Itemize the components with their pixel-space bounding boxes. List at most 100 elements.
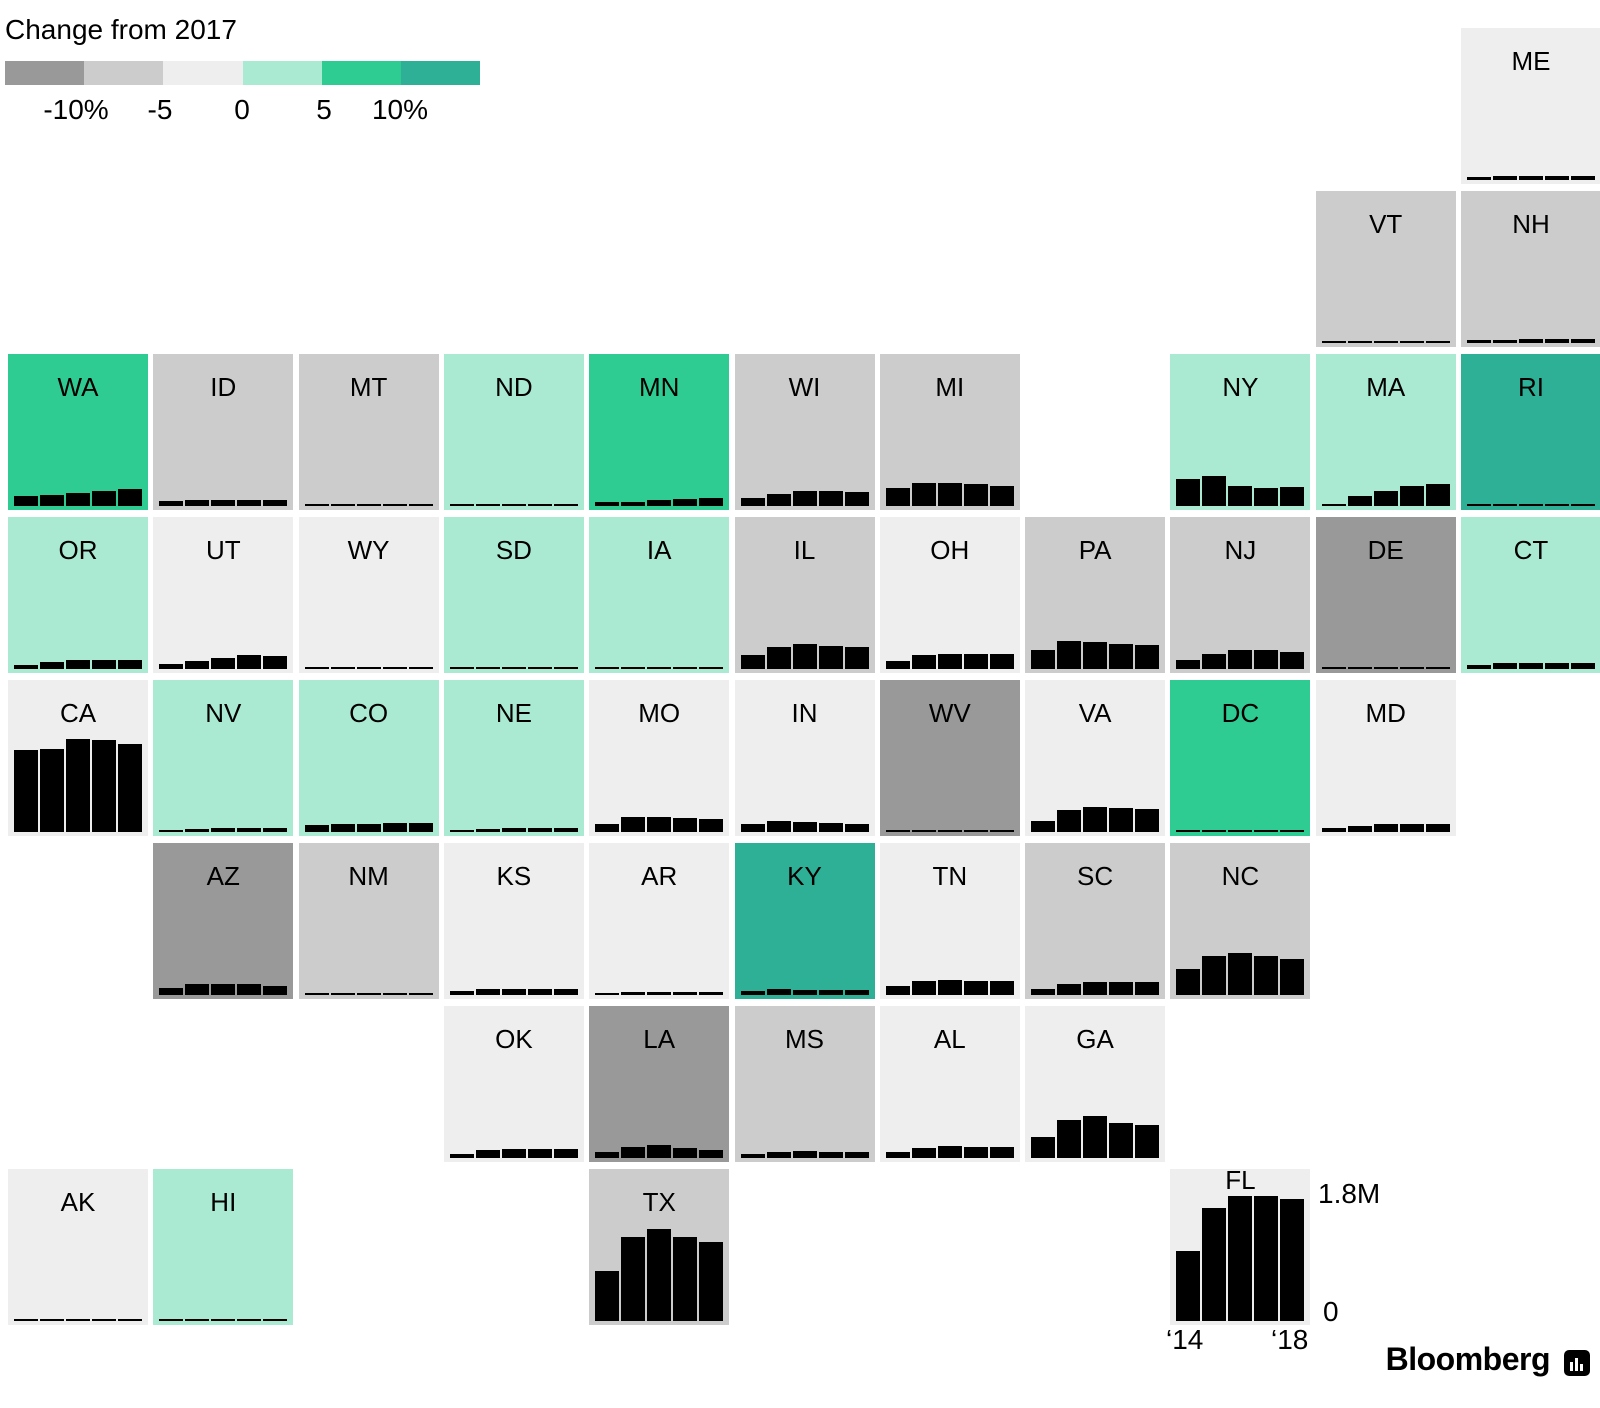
bar-mn-2016 [647,500,672,506]
bar-mi-2017 [963,484,988,506]
bar-or-2018 [118,660,142,669]
bar-ga-2017 [1109,1123,1134,1158]
bar-nh-2016 [1519,339,1543,343]
bar-de-2016 [1373,667,1398,669]
bar-nc-2017 [1254,956,1279,995]
bar-ms-2016 [792,1151,817,1158]
bar-ms-2015 [766,1152,791,1158]
bar-in-2018 [844,824,869,832]
bar-md-2014 [1321,828,1346,832]
bar-co-2014 [304,825,329,832]
bar-ky-2016 [792,990,817,995]
bar-dc-2015 [1202,830,1227,832]
state-label: DC [1221,698,1260,728]
bar-mn-2017 [673,499,698,506]
bar-wv-2014 [885,830,910,832]
state-tile-mn: MN [589,354,730,510]
bar-me-2015 [1493,176,1517,180]
bar-ri-2014 [1467,504,1491,506]
bar-ak-2018 [118,1319,142,1321]
bar-hi-2014 [159,1319,184,1321]
bar-mi-2015 [911,483,936,506]
state-tile-oh: OH [879,517,1020,673]
bar-ct-2014 [1467,665,1491,669]
state-tile-co: CO [298,680,439,836]
bar-ct-2016 [1519,663,1543,669]
bar-ny-2015 [1202,476,1227,506]
state-tile-vt: VT [1315,191,1456,347]
bar-sd-2017 [527,667,552,669]
legend-title: Change from 2017 [5,14,237,45]
state-tile-nm: NM [298,843,439,999]
state-tile-ia: IA [589,517,730,673]
bar-mi-2016 [937,483,962,506]
bar-oh-2018 [989,654,1014,669]
bar-sd-2015 [475,667,500,669]
bar-ky-2018 [844,990,869,995]
bar-wa-2018 [118,489,142,506]
bar-ne-2017 [527,828,552,832]
bar-ne-2018 [553,828,578,832]
bar-ga-2014 [1031,1137,1056,1158]
state-tile-wy: WY [298,517,439,673]
bar-nc-2014 [1176,969,1201,995]
state-label: NE [495,698,532,728]
state-tile-mi: MI [879,354,1020,510]
state-tile-la: LA [589,1006,730,1162]
bar-ca-2017 [92,740,116,832]
bar-nv-2017 [237,828,262,832]
bar-nv-2018 [263,828,288,832]
state-tile-ny: NY [1170,354,1311,510]
bar-nd-2018 [553,504,578,506]
bar-nh-2015 [1493,340,1517,343]
bar-az-2017 [237,984,262,995]
bar-la-2018 [699,1150,724,1158]
bar-ny-2017 [1254,488,1279,506]
bar-wa-2016 [66,493,90,506]
bar-wi-2015 [766,494,791,506]
bar-nc-2018 [1280,959,1305,995]
bar-id-2018 [263,500,288,506]
legend-swatch [163,61,243,85]
bar-ms-2018 [844,1152,869,1158]
bar-ar-2016 [647,992,672,995]
bar-tx-2018 [699,1242,724,1321]
y-axis-max-label: 1.8M [1318,1178,1381,1209]
bar-ct-2018 [1571,663,1595,669]
state-label: WY [347,535,390,565]
legend-tick-label: 0 [234,94,250,125]
state-tile-fl: FL [1170,1165,1311,1325]
bar-mo-2016 [647,817,672,832]
bar-ma-2016 [1373,491,1398,506]
bar-ct-2015 [1493,663,1517,669]
bar-ak-2016 [66,1319,90,1321]
bar-mn-2015 [621,502,646,506]
bar-sc-2016 [1083,982,1108,995]
state-label: CA [59,698,97,728]
bar-me-2017 [1545,176,1569,180]
bar-wy-2014 [304,667,329,669]
legend-tick-label: 10% [371,94,429,125]
bar-md-2015 [1347,826,1372,832]
bar-fl-2018 [1280,1199,1305,1321]
bar-nm-2018 [408,993,433,995]
bar-ar-2015 [621,992,646,995]
bar-fl-2014 [1176,1251,1201,1321]
bar-wi-2017 [818,491,843,506]
bar-wi-2016 [792,491,817,506]
legend-swatch [5,61,85,85]
bar-fl-2017 [1254,1196,1279,1321]
bar-ak-2014 [14,1319,38,1321]
state-label: MD [1365,698,1406,728]
state-tile-mo: MO [589,680,730,836]
state-label: MN [638,372,680,402]
bar-ak-2015 [40,1319,64,1321]
state-label: NV [205,698,242,728]
bar-al-2018 [989,1147,1014,1158]
bar-co-2018 [408,823,433,832]
bar-va-2018 [1135,809,1160,832]
bar-ne-2015 [475,829,500,832]
state-label: MI [935,372,965,402]
legend-tick-label: 5 [316,94,332,125]
bar-ks-2014 [449,991,474,995]
